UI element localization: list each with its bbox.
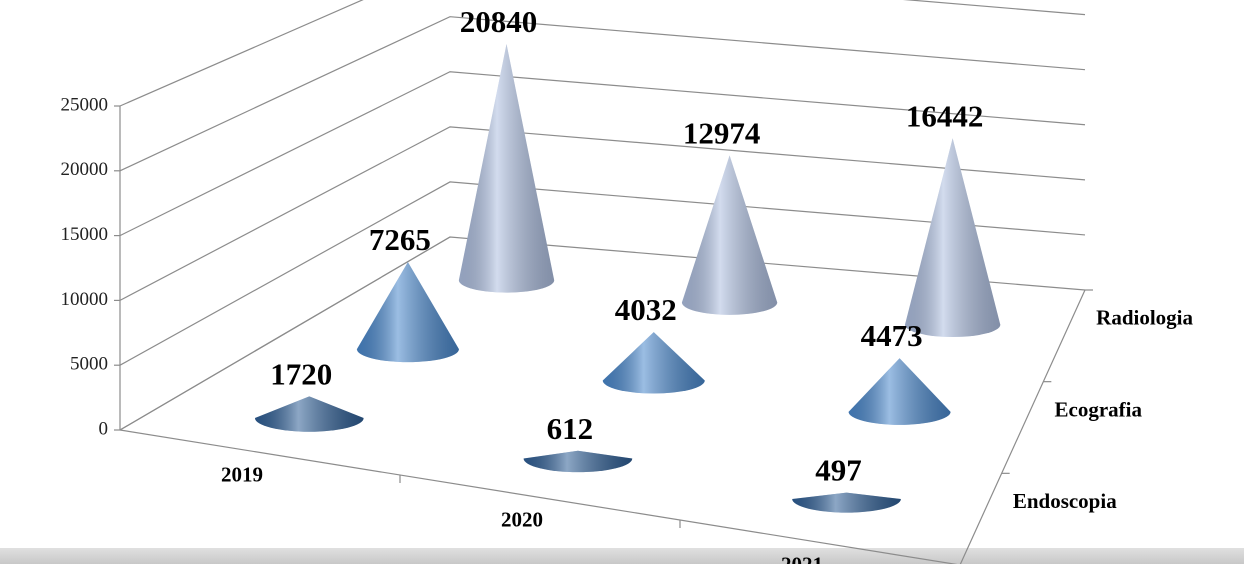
data-label: 497: [815, 453, 862, 488]
cone: [458, 43, 555, 293]
data-label: 7265: [369, 222, 431, 257]
cone-shade: [848, 358, 951, 425]
cone-shade: [602, 332, 705, 394]
data-label: 4032: [615, 292, 677, 327]
cone: [848, 358, 951, 425]
grid-line: [119, 181, 1086, 366]
cone-shade: [681, 155, 778, 315]
grid-line: [119, 16, 1086, 172]
data-label: 12974: [683, 115, 761, 150]
grid: 0 5000 10000 15000 20000 25000 2019 2020 2021 End…: [61, 0, 1194, 564]
cone: [523, 450, 633, 473]
x-tick-label: 2021: [781, 552, 823, 564]
depth-axis: [959, 289, 1086, 564]
grid-line: [119, 126, 1086, 301]
floor-front-edge: [119, 429, 958, 564]
data-label: 20840: [460, 4, 538, 39]
data-label: 1720: [270, 356, 332, 391]
y-tick-label: 25000: [61, 94, 109, 115]
legend-label: Endoscopia: [1013, 489, 1117, 513]
x-tick-label: 2019: [221, 462, 263, 486]
y-tick-label: 5000: [70, 354, 108, 375]
y-tick-label: 20000: [61, 159, 109, 180]
cone-shade: [356, 262, 459, 363]
cone: [792, 492, 901, 513]
cone: [602, 332, 705, 394]
y-tick-label: 0: [99, 418, 109, 439]
data-label: 4473: [861, 318, 923, 353]
grid-line: [119, 71, 1086, 237]
cones: 20840 12974 16442 7265 4032 4473 1720 612 497: [254, 4, 1001, 513]
grid-line: [119, 236, 1086, 431]
grid-line: [119, 0, 1086, 107]
cone: [356, 262, 459, 363]
cone-shade: [904, 138, 1001, 338]
cone: [254, 396, 364, 432]
data-label: 16442: [906, 98, 984, 133]
y-tick-label: 15000: [61, 224, 109, 245]
legend-label: Radiologia: [1096, 306, 1193, 330]
data-label: 612: [547, 411, 594, 446]
y-tick-label: 10000: [61, 289, 109, 310]
cone-shade: [792, 492, 901, 513]
x-tick-label: 2020: [501, 507, 543, 531]
cone: [681, 155, 778, 315]
cone: [904, 138, 1001, 338]
cone-shade: [523, 450, 633, 473]
cone-shade: [254, 396, 364, 432]
cone-shade: [458, 43, 555, 293]
footer-band: [0, 548, 1244, 564]
legend-label: Ecografia: [1055, 397, 1143, 421]
